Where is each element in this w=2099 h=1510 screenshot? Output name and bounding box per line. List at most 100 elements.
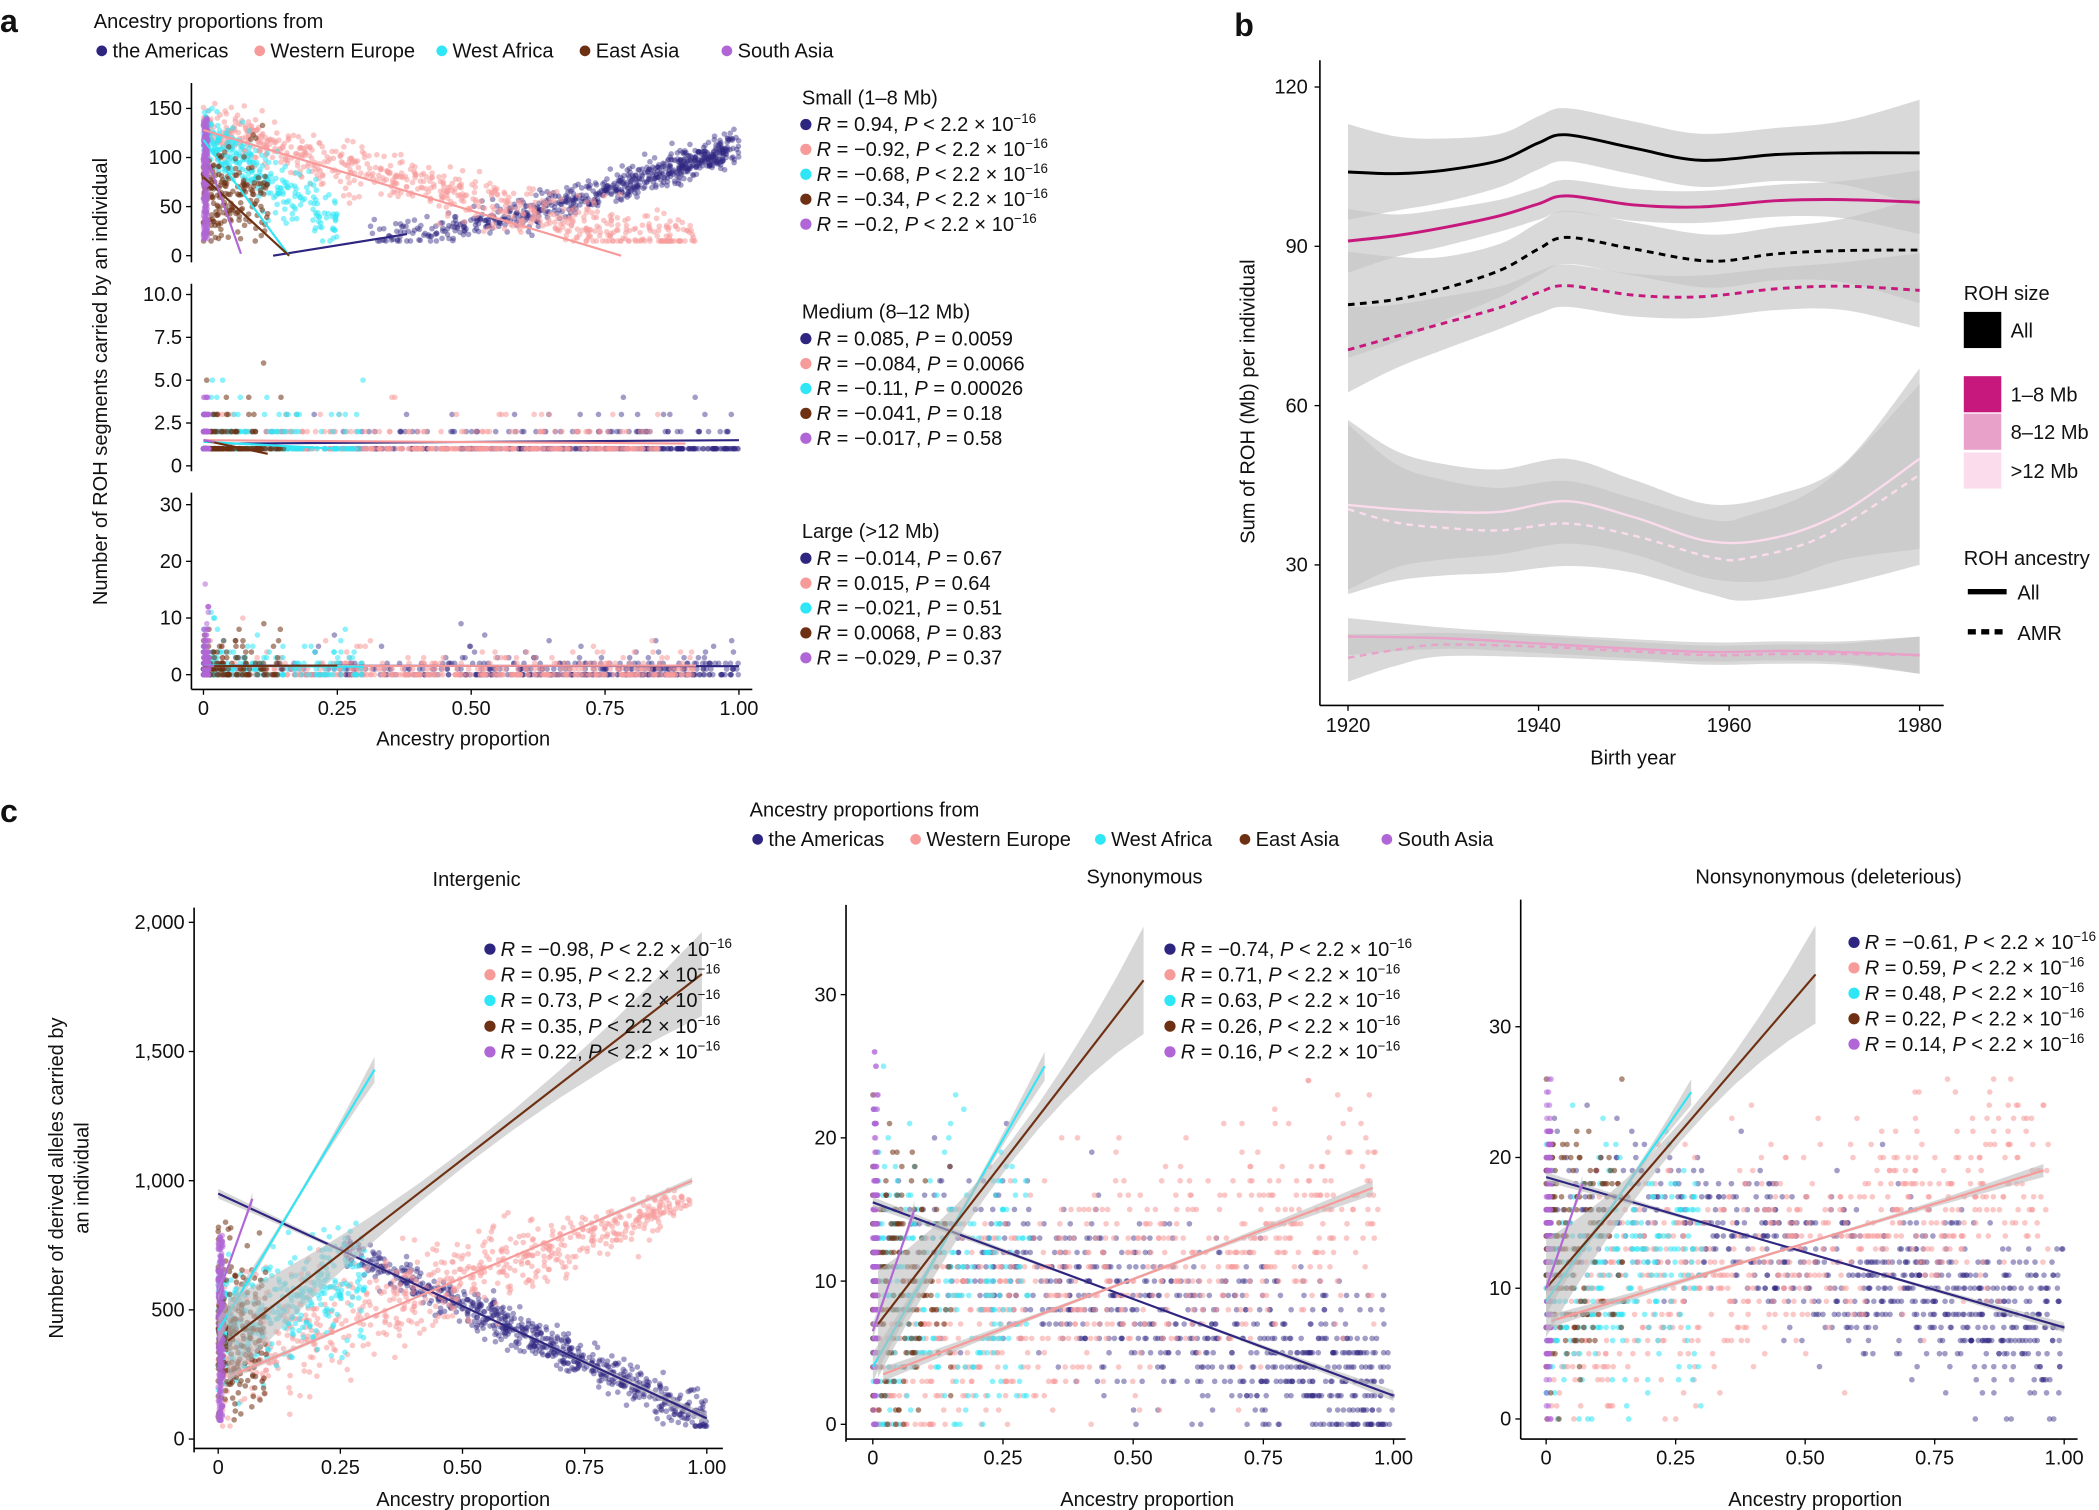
legend-dot bbox=[800, 652, 812, 664]
scatter-point-the_americas bbox=[414, 225, 421, 232]
scatter-point-the_americas bbox=[676, 174, 682, 181]
stat-part: = bbox=[831, 428, 854, 450]
scatter-point-the_americas bbox=[706, 163, 713, 169]
scatter-point-western_europe bbox=[538, 411, 545, 418]
scatter-point-the_americas bbox=[620, 394, 627, 401]
scatter-point-western_europe bbox=[639, 222, 646, 228]
scatter-point-western_europe bbox=[602, 671, 609, 678]
scatter-point-west_africa bbox=[350, 445, 357, 452]
scatter-point-the_americas bbox=[442, 228, 448, 235]
legend-label: East Asia bbox=[1256, 829, 1340, 851]
scatter-point-the_americas bbox=[446, 222, 452, 229]
scatter-point-the_americas bbox=[450, 220, 457, 226]
scatter-point-the_americas bbox=[724, 139, 731, 146]
legend-dot bbox=[579, 45, 591, 57]
scatter-point-western_europe bbox=[404, 184, 410, 190]
scatter-point-the_americas bbox=[633, 177, 640, 183]
scatter-point-south_asia bbox=[200, 121, 207, 128]
legend-label: South Asia bbox=[1398, 829, 1495, 851]
scatter-point-western_europe bbox=[553, 188, 560, 195]
scatter-point-the_americas bbox=[620, 178, 627, 185]
scatter-point-western_europe bbox=[259, 107, 265, 114]
scatter-point-the_americas bbox=[392, 220, 399, 227]
scatter-point-the_americas bbox=[699, 148, 706, 155]
scatter-point-the_americas bbox=[620, 180, 626, 187]
scatter-point-the_americas bbox=[475, 221, 482, 227]
scatter-point-western_europe bbox=[271, 119, 278, 125]
stat-text: R = −0.041, P = 0.18 bbox=[817, 403, 1003, 425]
scatter-point-the_americas bbox=[710, 153, 717, 160]
facet-title: Small (1–8 Mb) bbox=[802, 87, 938, 109]
scatter-point-the_americas bbox=[674, 172, 680, 179]
scatter-point-west_africa bbox=[275, 190, 282, 196]
scatter-point-the_americas bbox=[656, 161, 662, 168]
scatter-point-east_asia bbox=[212, 445, 218, 452]
scatter-point-west_africa bbox=[236, 159, 243, 166]
scatter-point-west_africa bbox=[338, 649, 344, 655]
scatter-point-the_americas bbox=[473, 225, 480, 232]
scatter-point-the_americas bbox=[699, 162, 706, 169]
scatter-point-western_europe bbox=[259, 132, 265, 138]
scatter-point-the_americas bbox=[711, 136, 718, 143]
scatter-point-western_europe bbox=[344, 137, 351, 144]
scatter-point-western_europe bbox=[619, 428, 626, 435]
panel-label-a: a bbox=[0, 3, 19, 39]
scatter-point-east_asia bbox=[219, 177, 226, 183]
scatter-point-the_americas bbox=[646, 173, 652, 179]
scatter-point-western_europe bbox=[653, 215, 660, 222]
scatter-point-the_americas bbox=[444, 226, 451, 232]
scatter-point-the_americas bbox=[632, 190, 638, 196]
scatter-point-the_americas bbox=[720, 149, 726, 156]
scatter-point-the_americas bbox=[597, 191, 603, 197]
scatter-point-western_europe bbox=[529, 215, 536, 222]
scatter-point-western_europe bbox=[343, 649, 350, 655]
stat-entry: R = 0.085, P = 0.0059 bbox=[800, 328, 1013, 350]
scatter-point-the_americas bbox=[682, 168, 689, 175]
fit-line-south_asia bbox=[203, 664, 215, 668]
scatter-point-western_europe bbox=[491, 224, 498, 231]
scatter-point-the_americas bbox=[433, 230, 440, 236]
scatter-point-the_americas bbox=[682, 161, 689, 168]
scatter-point-the_americas bbox=[692, 394, 698, 401]
legend-dot bbox=[800, 577, 812, 589]
scatter-point-the_americas bbox=[625, 188, 632, 195]
scatter-point-east_asia bbox=[270, 643, 277, 650]
scatter-point-western_europe bbox=[392, 174, 398, 180]
scatter-point-western_europe bbox=[532, 199, 539, 206]
scatter-point-west_africa bbox=[293, 215, 300, 222]
scatter-point-the_americas bbox=[578, 185, 585, 191]
scatter-point-western_europe bbox=[650, 649, 656, 655]
scatter-point-east_asia bbox=[215, 235, 222, 242]
scatter-point-east_asia bbox=[242, 649, 249, 655]
scatter-point-western_europe bbox=[379, 671, 385, 678]
stat-part: R bbox=[817, 548, 832, 570]
scatter-point-western_europe bbox=[548, 197, 554, 204]
scatter-point-the_americas bbox=[570, 200, 577, 206]
scatter-point-the_americas bbox=[721, 131, 728, 137]
stat-part: −0.92 bbox=[854, 139, 905, 161]
scatter-point-west_africa bbox=[296, 411, 303, 418]
scatter-point-south_asia bbox=[203, 195, 209, 202]
scatter-point-the_americas bbox=[652, 165, 659, 172]
scatter-point-the_americas bbox=[641, 151, 648, 158]
scatter-point-the_americas bbox=[624, 167, 631, 173]
stat-text: R = −0.92, P < 2.2 × 10−16 bbox=[817, 136, 1048, 161]
scatter-point-the_americas bbox=[570, 197, 577, 204]
scatter-point-the_americas bbox=[713, 142, 719, 148]
stat-part: R bbox=[817, 428, 832, 450]
scatter-point-western_europe bbox=[582, 445, 588, 452]
scatter-point-west_africa bbox=[305, 189, 311, 196]
scatter-point-western_europe bbox=[488, 445, 495, 452]
scatter-point-western_europe bbox=[675, 226, 681, 232]
scatter-point-east_asia bbox=[241, 181, 248, 188]
scatter-point-the_americas bbox=[454, 225, 461, 231]
scatter-point-western_europe bbox=[501, 225, 508, 232]
scatter-point-the_americas bbox=[587, 182, 594, 188]
scatter-point-the_americas bbox=[552, 193, 559, 199]
scatter-point-western_europe bbox=[312, 428, 319, 435]
scatter-point-western_europe bbox=[593, 671, 600, 678]
scatter-point-west_africa bbox=[264, 150, 271, 157]
